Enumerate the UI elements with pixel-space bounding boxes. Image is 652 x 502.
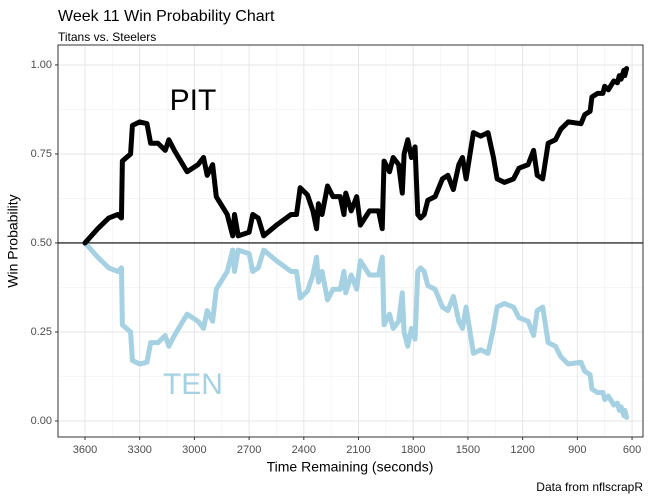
x-tick-label: 900	[568, 444, 586, 456]
x-axis-label: Time Remaining (seconds)	[267, 459, 434, 475]
x-tick-label: 1200	[510, 444, 534, 456]
series-line	[82, 66, 630, 246]
y-axis-label: Win Probability	[5, 194, 21, 287]
y-tick-label: 1.00	[31, 59, 52, 71]
y-tick-label: 0.00	[31, 415, 52, 427]
x-tick-label: 3000	[182, 444, 206, 456]
plot-border	[57, 44, 644, 438]
chart-subtitle: Titans vs. Steelers	[58, 30, 156, 44]
annotation: TEN	[163, 368, 223, 401]
x-tick-label: 600	[623, 444, 641, 456]
x-tick-label: 2100	[346, 444, 370, 456]
caption: Data from nflscrapR	[536, 480, 643, 494]
chart-title: Week 11 Win Probability Chart	[58, 8, 275, 25]
plot-background	[58, 45, 643, 437]
y-tick-label: 0.50	[31, 237, 52, 249]
y-tick-label: 0.75	[31, 148, 52, 160]
y-tick-label: 0.25	[31, 326, 52, 338]
x-tick-label: 3600	[73, 444, 97, 456]
series-line	[82, 240, 630, 420]
x-tick-label: 2700	[237, 444, 261, 456]
x-tick-label: 3300	[127, 444, 151, 456]
annotation: PIT	[170, 84, 217, 117]
x-tick-label: 2400	[292, 444, 316, 456]
x-tick-label: 1500	[456, 444, 480, 456]
x-tick-label: 1800	[401, 444, 425, 456]
